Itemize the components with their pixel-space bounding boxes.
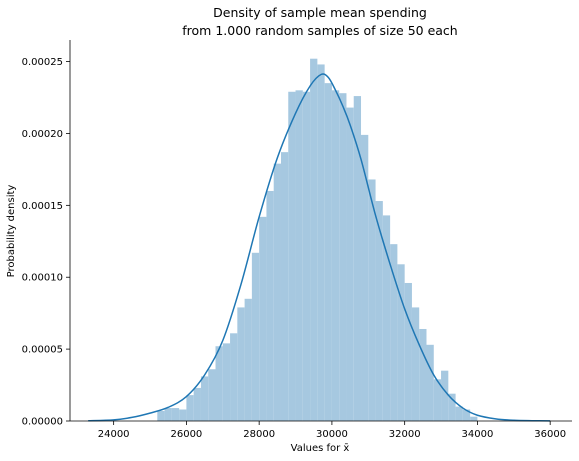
y-axis-ticks: 0.00000 0.00005 0.00010 0.00015 0.00020 0.000…	[22, 57, 70, 428]
x-tick-label-2: 28000	[243, 429, 275, 440]
y-tick-label-0: 0.00000	[22, 417, 63, 428]
y-tick-label-5: 0.00025	[22, 57, 63, 68]
histogram-bar-40	[448, 393, 456, 421]
histogram-bar-5	[193, 387, 201, 421]
histogram-bar-6	[200, 376, 209, 421]
histogram-bar-25	[339, 93, 347, 421]
histogram-bar-2	[171, 408, 180, 421]
histogram-bar-29	[368, 179, 376, 421]
histogram-bar-27	[353, 96, 362, 421]
chart-title-line2: from 1.000 random samples of size 50 eac…	[182, 23, 457, 38]
histogram-bar-8	[215, 346, 223, 421]
histogram-bar-7	[208, 369, 216, 421]
histogram-bar-23	[324, 83, 332, 421]
histogram-bar-41	[455, 406, 463, 421]
histogram-bar-32	[390, 244, 398, 421]
histogram-bar-38	[433, 379, 442, 421]
y-axis-label: Probability density	[6, 185, 17, 278]
histogram-bar-39	[441, 370, 449, 421]
chart-title-line1: Density of sample mean spending	[213, 5, 427, 20]
x-tick-label-6: 36000	[534, 429, 566, 440]
histogram-bar-9	[222, 343, 231, 421]
histogram-bar-15	[266, 190, 274, 421]
histogram-bar-14	[259, 216, 267, 421]
histogram-bar-42	[462, 409, 471, 421]
histogram-bar-17	[280, 152, 289, 421]
histogram-bar-3	[179, 409, 187, 421]
histogram-bar-16	[273, 163, 281, 422]
x-tick-label-1: 26000	[170, 429, 202, 440]
histogram-bar-24	[331, 90, 340, 422]
histogram-bars	[157, 58, 478, 422]
histogram-bar-13	[251, 252, 260, 421]
histogram-bar-19	[295, 90, 303, 422]
x-tick-label-4: 32000	[389, 429, 421, 440]
histogram-bar-12	[244, 298, 252, 421]
histogram-bar-10	[230, 333, 238, 421]
histogram-bar-37	[426, 344, 434, 421]
histogram-bar-28	[361, 134, 369, 421]
y-tick-label-2: 0.00010	[22, 273, 63, 284]
histogram-bar-34	[404, 282, 412, 421]
histogram-bar-0	[157, 410, 165, 421]
x-axis-ticks: 24000 26000 28000 30000 32000 34000 36000	[98, 421, 566, 440]
histogram-bar-31	[382, 215, 391, 421]
histogram-bar-36	[419, 328, 427, 421]
histogram-bar-21	[310, 58, 318, 422]
histogram-bar-33	[397, 264, 405, 421]
y-tick-label-1: 0.00005	[22, 345, 63, 356]
histogram-bar-35	[411, 307, 420, 421]
histogram-bar-22	[317, 64, 325, 421]
y-tick-label-3: 0.00015	[22, 201, 63, 212]
x-tick-label-0: 24000	[98, 429, 130, 440]
x-tick-label-3: 30000	[316, 429, 348, 440]
histogram-bar-4	[186, 395, 194, 421]
histogram-bar-26	[346, 107, 354, 422]
histogram-bar-11	[237, 307, 245, 421]
x-tick-label-5: 34000	[462, 429, 494, 440]
histogram-bar-1	[164, 408, 172, 421]
histogram-bar-20	[302, 91, 311, 422]
kde-curve	[88, 73, 551, 422]
x-axis-label: Values for x̄	[291, 443, 350, 454]
y-tick-label-4: 0.00020	[22, 129, 63, 140]
histogram-bar-43	[470, 416, 478, 421]
histogram-bar-18	[288, 91, 296, 422]
histogram-bar-30	[375, 201, 383, 421]
